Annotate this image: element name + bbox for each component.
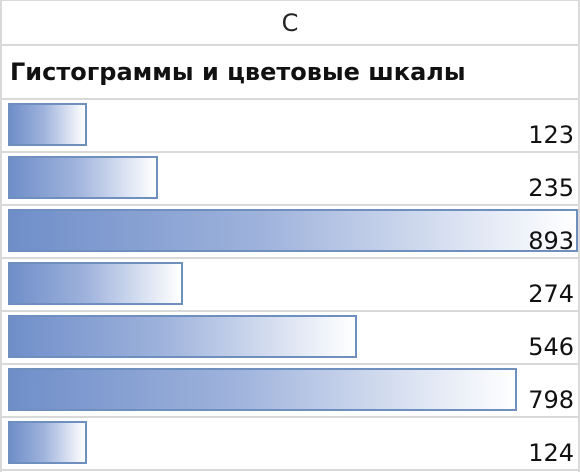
cell-value: 546 [528,333,574,361]
title-cell[interactable]: Гистограммы и цветовые шкалы [2,46,578,100]
title-text: Гистограммы и цветовые шкалы [10,58,466,86]
data-bar [8,156,158,199]
data-bar [8,262,183,305]
cell-row[interactable]: 798 [2,365,578,418]
cell-row[interactable]: 546 [2,312,578,365]
column-header-label: C [281,8,299,37]
cell-value: 798 [528,386,574,414]
cell-value: 124 [528,439,574,467]
data-bar [8,209,578,252]
data-bar [8,103,87,146]
cell-row[interactable]: 235 [2,153,578,206]
column-header-c[interactable]: C [2,0,578,46]
data-bar [8,368,517,411]
cell-value: 274 [528,280,574,308]
cell-value: 123 [528,121,574,149]
cell-row[interactable]: 123 [2,100,578,153]
cell-value: 235 [528,174,574,202]
cell-row[interactable]: 274 [2,259,578,312]
data-bar [8,421,87,464]
cell-row[interactable]: 124 [2,418,578,471]
data-bar [8,315,357,358]
cell-row[interactable]: 893 [2,206,578,259]
cell-value: 893 [528,227,574,255]
